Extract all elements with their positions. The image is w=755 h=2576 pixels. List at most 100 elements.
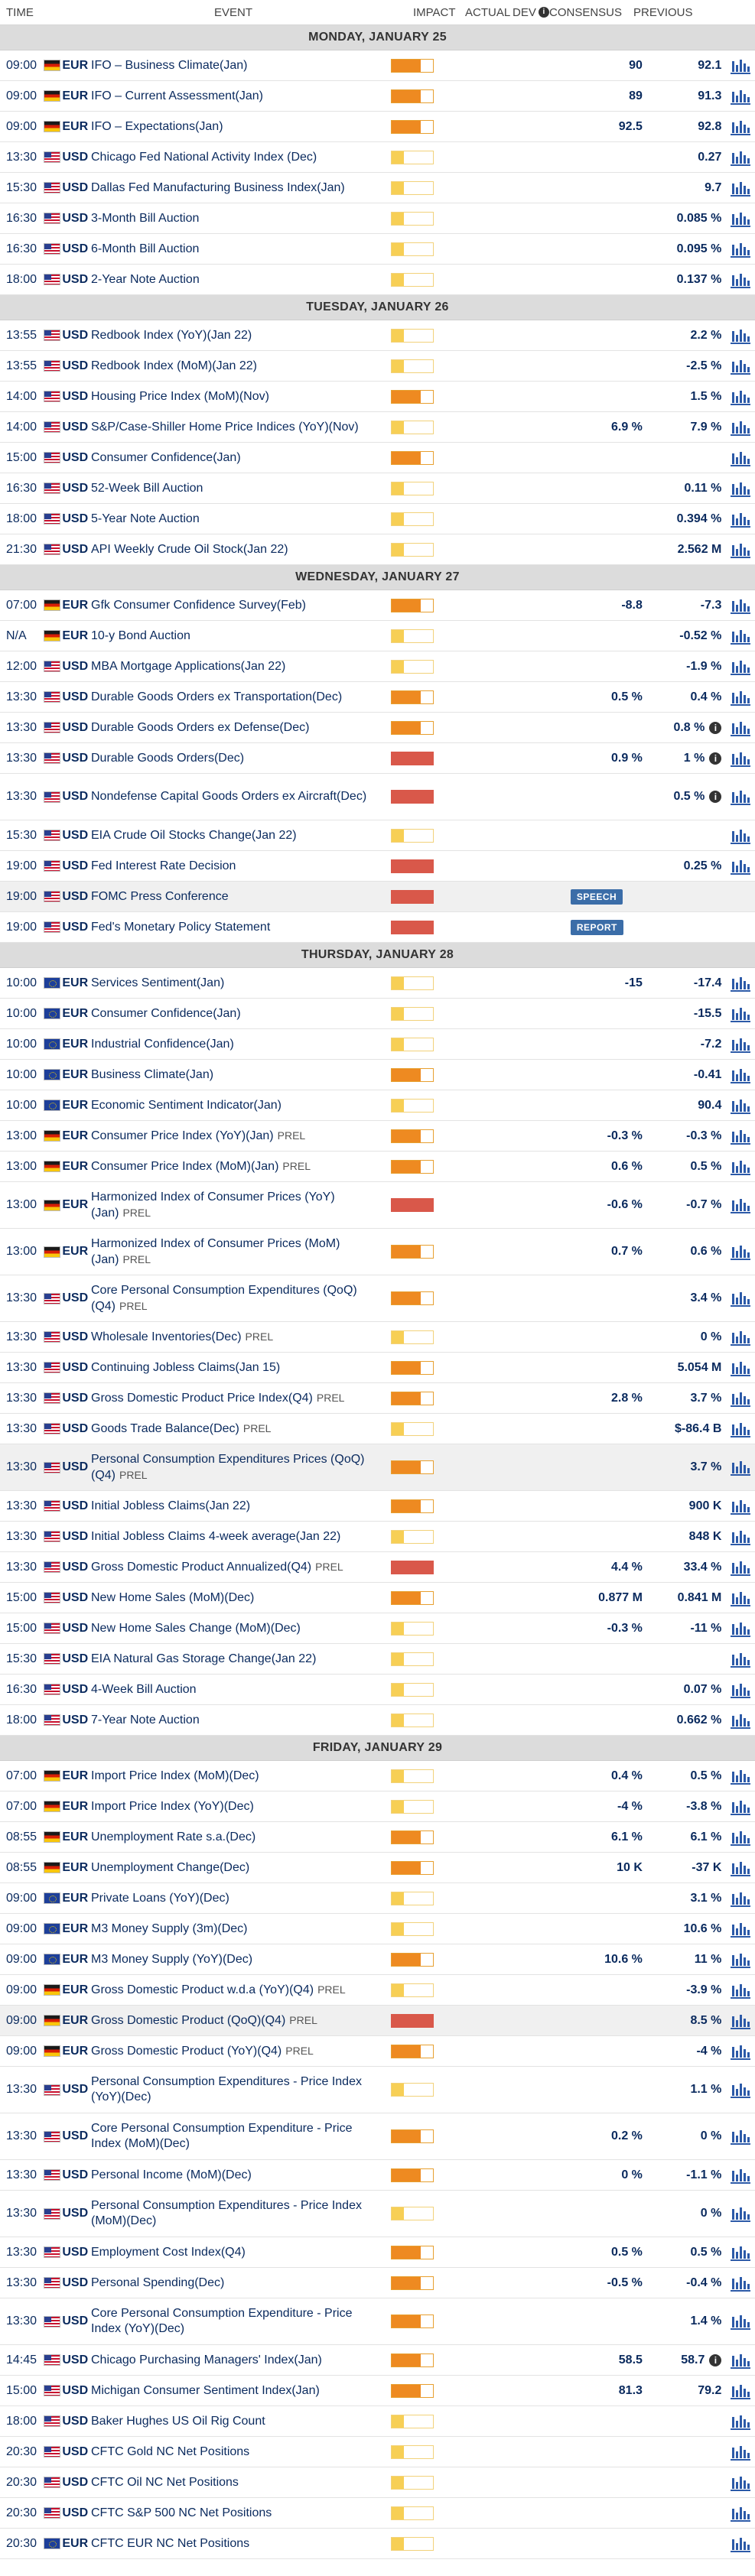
event-name[interactable]: 6-Month Bill Auction: [91, 242, 200, 255]
bar-chart-icon[interactable]: [731, 2352, 751, 2369]
bar-chart-icon[interactable]: [731, 358, 751, 375]
event-row[interactable]: 13:30 USD Initial Jobless Claims(Jan 22) 90…: [0, 1491, 755, 1522]
bar-chart-icon[interactable]: [731, 1982, 751, 1999]
event-row[interactable]: 09:00 EUR M3 Money Supply (YoY)(Dec) 10.6 %…: [0, 1944, 755, 1975]
event-row[interactable]: 08:55 EUR Unemployment Rate s.a.(Dec) 6.1 %…: [0, 1822, 755, 1853]
event-row[interactable]: 12:00 USD MBA Mortgage Applications(Jan 22…: [0, 651, 755, 682]
event-row[interactable]: 15:00 USD New Home Sales Change (MoM)(Dec)…: [0, 1613, 755, 1644]
event-row[interactable]: 16:30 USD 3-Month Bill Auction 0.085 %: [0, 203, 755, 234]
event-name[interactable]: Continuing Jobless Claims(Jan 15): [91, 1360, 281, 1374]
event-name[interactable]: Gross Domestic Product (QoQ)(Q4): [91, 2014, 286, 2027]
event-name[interactable]: Consumer Price Index (MoM)(Jan): [91, 1160, 279, 1173]
event-name[interactable]: Michigan Consumer Sentiment Index(Jan): [91, 2383, 320, 2397]
event-row[interactable]: 15:00 USD New Home Sales (MoM)(Dec) 0.877 M…: [0, 1583, 755, 1613]
bar-chart-icon[interactable]: [731, 1528, 751, 1545]
event-name[interactable]: API Weekly Crude Oil Stock(Jan 22): [91, 542, 288, 556]
bar-chart-icon[interactable]: [731, 788, 751, 805]
info-icon[interactable]: i: [538, 7, 549, 18]
event-row[interactable]: 13:30 USD Continuing Jobless Claims(Jan 15…: [0, 1353, 755, 1383]
bar-chart-icon[interactable]: [731, 1005, 751, 1022]
event-name[interactable]: CFTC EUR NC Net Positions: [91, 2536, 250, 2550]
event-row[interactable]: 09:00 EUR Gross Domestic Product (YoY)(Q4)…: [0, 2036, 755, 2067]
event-row[interactable]: 08:55 EUR Unemployment Change(Dec) 10 K -37 …: [0, 1853, 755, 1883]
bar-chart-icon[interactable]: [731, 180, 751, 197]
event-row[interactable]: 13:00 EUR Harmonized Index of Consumer Pri…: [0, 1182, 755, 1229]
event-name[interactable]: Chicago Fed National Activity Index (Dec…: [91, 150, 317, 164]
info-icon[interactable]: i: [709, 752, 722, 765]
event-name[interactable]: Private Loans (YoY)(Dec): [91, 1891, 229, 1905]
bar-chart-icon[interactable]: [731, 1681, 751, 1698]
event-row[interactable]: N/A EUR 10-y Bond Auction -0.52 %: [0, 621, 755, 651]
event-name[interactable]: Durable Goods Orders ex Transportation(D…: [91, 690, 343, 703]
event-name[interactable]: Core Personal Consumption Expenditure - …: [91, 2307, 353, 2335]
event-row[interactable]: 18:00 USD Baker Hughes US Oil Rig Count: [0, 2406, 755, 2437]
event-name[interactable]: Core Personal Consumption Expenditure - …: [91, 2122, 353, 2150]
bar-chart-icon[interactable]: [731, 241, 751, 258]
event-row[interactable]: 10:00 EUR Services Sentiment(Jan) -15 -17.4: [0, 968, 755, 999]
event-row[interactable]: 13:30 USD Personal Spending(Dec) -0.5 % -0.4…: [0, 2268, 755, 2298]
event-name[interactable]: Consumer Confidence(Jan): [91, 450, 241, 464]
bar-chart-icon[interactable]: [731, 1197, 751, 1213]
event-name[interactable]: Baker Hughes US Oil Rig Count: [91, 2414, 265, 2428]
bar-chart-icon[interactable]: [731, 1651, 751, 1668]
event-name[interactable]: Gross Domestic Product Price Index(Q4): [91, 1392, 313, 1405]
event-row[interactable]: 13:30 USD Durable Goods Orders ex Transpor…: [0, 682, 755, 713]
event-row[interactable]: 13:30 USD Durable Goods Orders(Dec) 0.9 % 1 …: [0, 743, 755, 774]
event-name[interactable]: Gfk Consumer Confidence Survey(Feb): [91, 598, 306, 612]
event-row[interactable]: 09:00 EUR IFO – Business Climate(Jan) 90 92.…: [0, 50, 755, 81]
event-row[interactable]: 19:00 USD FOMC Press Conference SPEECH: [0, 882, 755, 912]
event-name[interactable]: FOMC Press Conference: [91, 889, 229, 903]
event-row[interactable]: 21:30 USD API Weekly Crude Oil Stock(Jan 2…: [0, 534, 755, 565]
event-name[interactable]: EIA Crude Oil Stocks Change(Jan 22): [91, 828, 297, 842]
bar-chart-icon[interactable]: [731, 1921, 751, 1938]
event-name[interactable]: IFO – Expectations(Jan): [91, 119, 223, 133]
bar-chart-icon[interactable]: [731, 750, 751, 767]
event-name[interactable]: Services Sentiment(Jan): [91, 976, 225, 989]
event-row[interactable]: 18:00 USD 2-Year Note Auction 0.137 %: [0, 265, 755, 295]
event-name[interactable]: 5-Year Note Auction: [91, 512, 200, 525]
bar-chart-icon[interactable]: [731, 2275, 751, 2292]
bar-chart-icon[interactable]: [731, 689, 751, 706]
event-row[interactable]: 15:30 USD EIA Natural Gas Storage Change(J…: [0, 1644, 755, 1675]
bar-chart-icon[interactable]: [731, 658, 751, 675]
bar-chart-icon[interactable]: [731, 1390, 751, 1407]
bar-chart-icon[interactable]: [731, 2081, 751, 2098]
bar-chart-icon[interactable]: [731, 541, 751, 558]
event-row[interactable]: 09:00 EUR Gross Domestic Product (QoQ)(Q4)…: [0, 2006, 755, 2036]
bar-chart-icon[interactable]: [731, 2128, 751, 2145]
info-icon[interactable]: i: [709, 791, 722, 803]
event-name[interactable]: Fed's Monetary Policy Statement: [91, 920, 271, 934]
bar-chart-icon[interactable]: [731, 2444, 751, 2461]
event-row[interactable]: 13:30 USD Personal Consumption Expenditure…: [0, 2067, 755, 2113]
bar-chart-icon[interactable]: [731, 57, 751, 74]
event-row[interactable]: 07:00 EUR Import Price Index (YoY)(Dec) -4 …: [0, 1792, 755, 1822]
bar-chart-icon[interactable]: [731, 2205, 751, 2222]
bar-chart-icon[interactable]: [731, 1243, 751, 1260]
bar-chart-icon[interactable]: [731, 1421, 751, 1437]
info-icon[interactable]: i: [709, 721, 722, 734]
event-name[interactable]: Personal Spending(Dec): [91, 2276, 225, 2289]
bar-chart-icon[interactable]: [731, 720, 751, 736]
event-name[interactable]: 52-Week Bill Auction: [91, 481, 203, 495]
bar-chart-icon[interactable]: [731, 2012, 751, 2029]
event-row[interactable]: 20:30 USD CFTC Oil NC Net Positions: [0, 2467, 755, 2498]
bar-chart-icon[interactable]: [731, 2535, 751, 2552]
event-name[interactable]: M3 Money Supply (YoY)(Dec): [91, 1952, 253, 1966]
event-row[interactable]: 13:30 USD Core Personal Consumption Expend…: [0, 2113, 755, 2160]
event-row[interactable]: 13:30 USD Personal Income (MoM)(Dec) 0 % -1.…: [0, 2160, 755, 2191]
event-name[interactable]: Goods Trade Balance(Dec): [91, 1422, 239, 1435]
bar-chart-icon[interactable]: [731, 2474, 751, 2491]
event-row[interactable]: 13:00 EUR Harmonized Index of Consumer Pri…: [0, 1229, 755, 1275]
event-name[interactable]: IFO – Current Assessment(Jan): [91, 89, 263, 102]
event-name[interactable]: Economic Sentiment Indicator(Jan): [91, 1098, 281, 1112]
event-name[interactable]: 7-Year Note Auction: [91, 1713, 200, 1727]
event-name[interactable]: Import Price Index (YoY)(Dec): [91, 1799, 254, 1813]
event-row[interactable]: 13:30 USD Nondefense Capital Goods Orders …: [0, 774, 755, 820]
event-name[interactable]: Dallas Fed Manufacturing Business Index(…: [91, 180, 345, 194]
event-name[interactable]: Consumer Confidence(Jan): [91, 1006, 241, 1020]
event-name[interactable]: Gross Domestic Product (YoY)(Q4): [91, 2045, 282, 2058]
event-name[interactable]: Consumer Price Index (YoY)(Jan): [91, 1129, 274, 1142]
event-row[interactable]: 07:00 EUR Gfk Consumer Confidence Survey(F…: [0, 590, 755, 621]
event-name[interactable]: Personal Consumption Expenditures - Pric…: [91, 2075, 362, 2103]
bar-chart-icon[interactable]: [731, 858, 751, 875]
